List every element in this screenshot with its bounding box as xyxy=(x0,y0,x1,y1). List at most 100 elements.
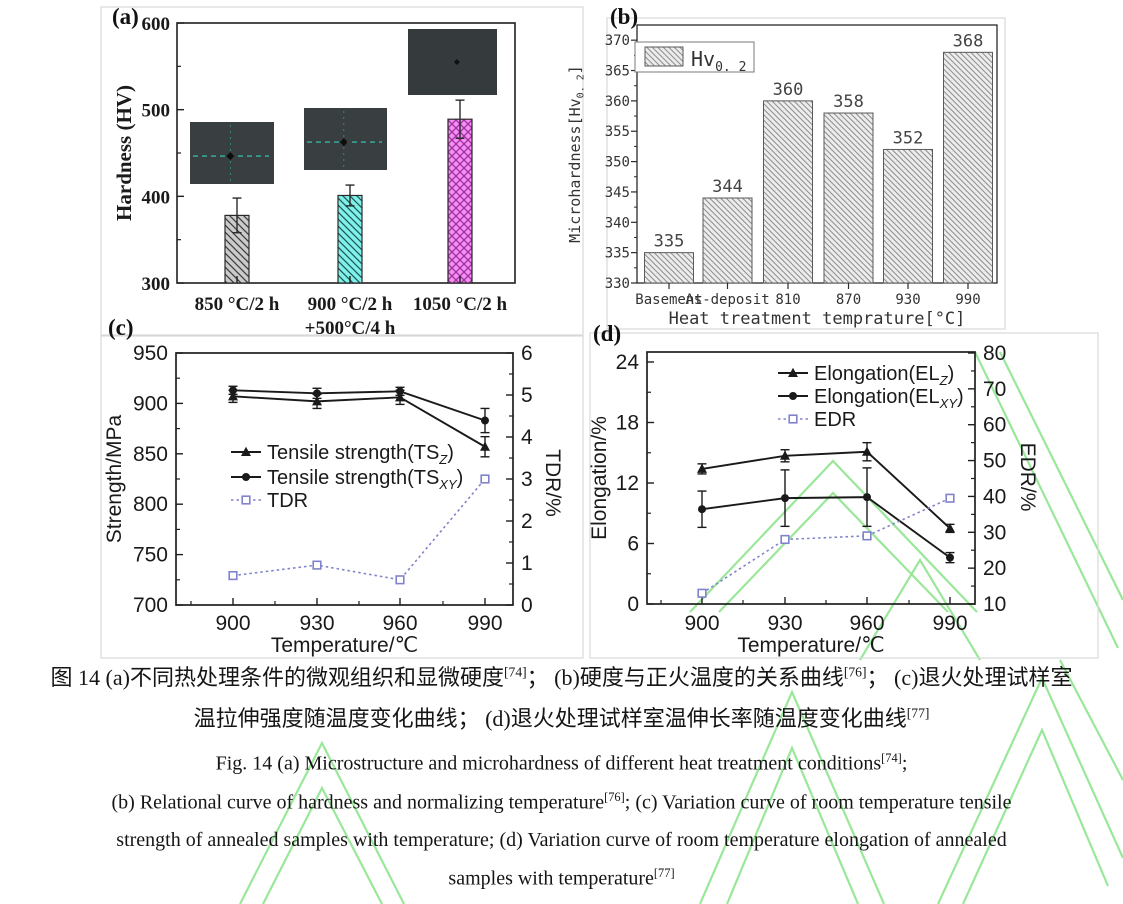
panel-b-chart: 330 335 340 345 350 355 360 365 370 Microhardness… xyxy=(566,17,1006,330)
caption-en-line2: (b) Relational curve of hardness and nor… xyxy=(111,790,1012,814)
svg-text:340: 340 xyxy=(605,215,630,231)
svg-text:+500°C/4 h: +500°C/4 h xyxy=(305,318,396,339)
watermark-shape xyxy=(698,689,886,904)
svg-text:As-deposit: As-deposit xyxy=(685,292,769,308)
svg-text:Temperature/℃: Temperature/℃ xyxy=(271,634,418,657)
series xyxy=(697,493,955,598)
svg-text:TDR/%: TDR/% xyxy=(541,449,564,517)
svg-text:Basement: Basement xyxy=(635,292,702,308)
svg-text:950: 950 xyxy=(133,342,168,365)
watermark-shape xyxy=(974,351,1119,649)
caption-en-line3: strength of annealed samples with temper… xyxy=(116,829,1007,851)
series xyxy=(228,389,490,458)
svg-text:40: 40 xyxy=(983,485,1006,508)
panel-label-a: (a) xyxy=(112,4,139,29)
svg-text:EDR: EDR xyxy=(814,409,856,431)
svg-text:335: 335 xyxy=(605,246,630,262)
svg-text:800: 800 xyxy=(133,493,168,516)
svg-text:870: 870 xyxy=(836,292,861,308)
watermark-shape xyxy=(961,727,1110,904)
svg-text:10: 10 xyxy=(983,593,1006,616)
svg-text:368: 368 xyxy=(953,31,984,51)
svg-text:Tensile strength(TSXY): Tensile strength(TSXY) xyxy=(267,467,463,492)
panel-b-legend: Hv0. 2 xyxy=(634,41,755,75)
svg-text:Temperature/℃: Temperature/℃ xyxy=(737,634,884,657)
watermark-shape xyxy=(725,745,860,904)
svg-text:330: 330 xyxy=(605,276,630,292)
svg-text:70: 70 xyxy=(983,378,1006,401)
svg-text:Strength/MPa: Strength/MPa xyxy=(103,414,126,543)
svg-text:300: 300 xyxy=(142,274,171,295)
svg-text:600: 600 xyxy=(142,14,171,35)
svg-text:900: 900 xyxy=(133,392,168,415)
watermark-shape xyxy=(999,351,1123,601)
svg-text:345: 345 xyxy=(605,185,630,201)
svg-text:6: 6 xyxy=(627,533,639,556)
svg-text:TDR: TDR xyxy=(267,490,308,512)
svg-text:80: 80 xyxy=(983,342,1006,365)
svg-text:12: 12 xyxy=(616,472,639,495)
svg-text:900: 900 xyxy=(684,612,719,635)
svg-text:930: 930 xyxy=(767,612,802,635)
watermark-shape xyxy=(262,785,383,904)
svg-text:0: 0 xyxy=(627,593,639,616)
svg-text:900: 900 xyxy=(215,612,250,635)
svg-text:960: 960 xyxy=(849,612,884,635)
svg-text:18: 18 xyxy=(616,412,639,435)
series xyxy=(697,467,955,564)
panel-label-d: (d) xyxy=(593,321,622,346)
svg-text:810: 810 xyxy=(775,292,800,308)
svg-text:Hv0. 2: Hv0. 2 xyxy=(691,47,746,75)
panel-d-chart: 0 6 12 18 24 10 20 30 40 50 60 70 80 900 930 960 990 Temp… xyxy=(588,332,1099,659)
svg-text:1: 1 xyxy=(521,552,533,575)
svg-text:50: 50 xyxy=(983,450,1006,473)
svg-text:6: 6 xyxy=(521,342,533,365)
caption-zh-line1: 图 14 (a)不同热处理条件的微观组织和显微硬度[74]； (b)硬度与正火温… xyxy=(50,664,1073,690)
svg-text:355: 355 xyxy=(605,124,630,140)
watermark-shape xyxy=(718,491,949,613)
svg-text:930: 930 xyxy=(299,612,334,635)
svg-text:990: 990 xyxy=(932,612,967,635)
svg-text:360: 360 xyxy=(773,80,804,100)
watermark-shape xyxy=(1059,659,1123,781)
caption-zh-line2: 温拉伸强度随温度变化曲线； (d)退火处理试样室温伸长率随温度变化曲线[77] xyxy=(193,705,930,731)
svg-text:Hardness (HV): Hardness (HV) xyxy=(112,85,136,221)
svg-text:990: 990 xyxy=(467,612,502,635)
panel-label-b: (b) xyxy=(610,4,639,29)
svg-text:30: 30 xyxy=(983,521,1006,544)
svg-text:24: 24 xyxy=(616,351,640,374)
svg-text:Elongation(ELZ): Elongation(ELZ) xyxy=(814,363,954,388)
svg-text:Elongation(ELXY): Elongation(ELXY) xyxy=(814,386,964,411)
svg-text:930: 930 xyxy=(895,292,920,308)
series xyxy=(697,441,955,534)
svg-text:1050 °C/2 h: 1050 °C/2 h xyxy=(413,294,508,315)
svg-text:335: 335 xyxy=(654,232,685,252)
panel-a-chart: 300 400 500 600 Hardness (HV) 850 °C/2 h 900 °… xyxy=(100,6,584,339)
svg-text:Elongation/%: Elongation/% xyxy=(588,416,611,540)
watermark-shape xyxy=(859,557,981,661)
svg-text:850 °C/2 h: 850 °C/2 h xyxy=(195,294,280,315)
svg-text:352: 352 xyxy=(893,128,924,148)
panel-label-c: (c) xyxy=(108,315,134,340)
micrograph-inset xyxy=(408,29,497,95)
panel-c-chart-legend: Tensile strength(TSZ)Tensile strength(TS… xyxy=(231,442,463,512)
svg-text:850: 850 xyxy=(133,443,168,466)
panel-c-chart: 700 750 800 850 900 950 0 1 2 3 4 5 6 900 930 960 990 Tem… xyxy=(100,335,584,659)
svg-text:370: 370 xyxy=(605,33,630,49)
svg-text:2: 2 xyxy=(521,510,533,533)
svg-text:990: 990 xyxy=(955,292,980,308)
svg-text:Tensile strength(TSZ): Tensile strength(TSZ) xyxy=(267,442,454,467)
svg-text:5: 5 xyxy=(521,384,533,407)
watermark-shape xyxy=(689,459,978,613)
svg-text:360: 360 xyxy=(605,94,630,110)
svg-text:358: 358 xyxy=(833,92,864,112)
svg-text:20: 20 xyxy=(983,557,1006,580)
svg-text:350: 350 xyxy=(605,155,630,171)
svg-text:750: 750 xyxy=(133,544,168,567)
series xyxy=(228,474,490,585)
svg-text:500: 500 xyxy=(142,101,171,122)
svg-text:365: 365 xyxy=(605,64,630,80)
